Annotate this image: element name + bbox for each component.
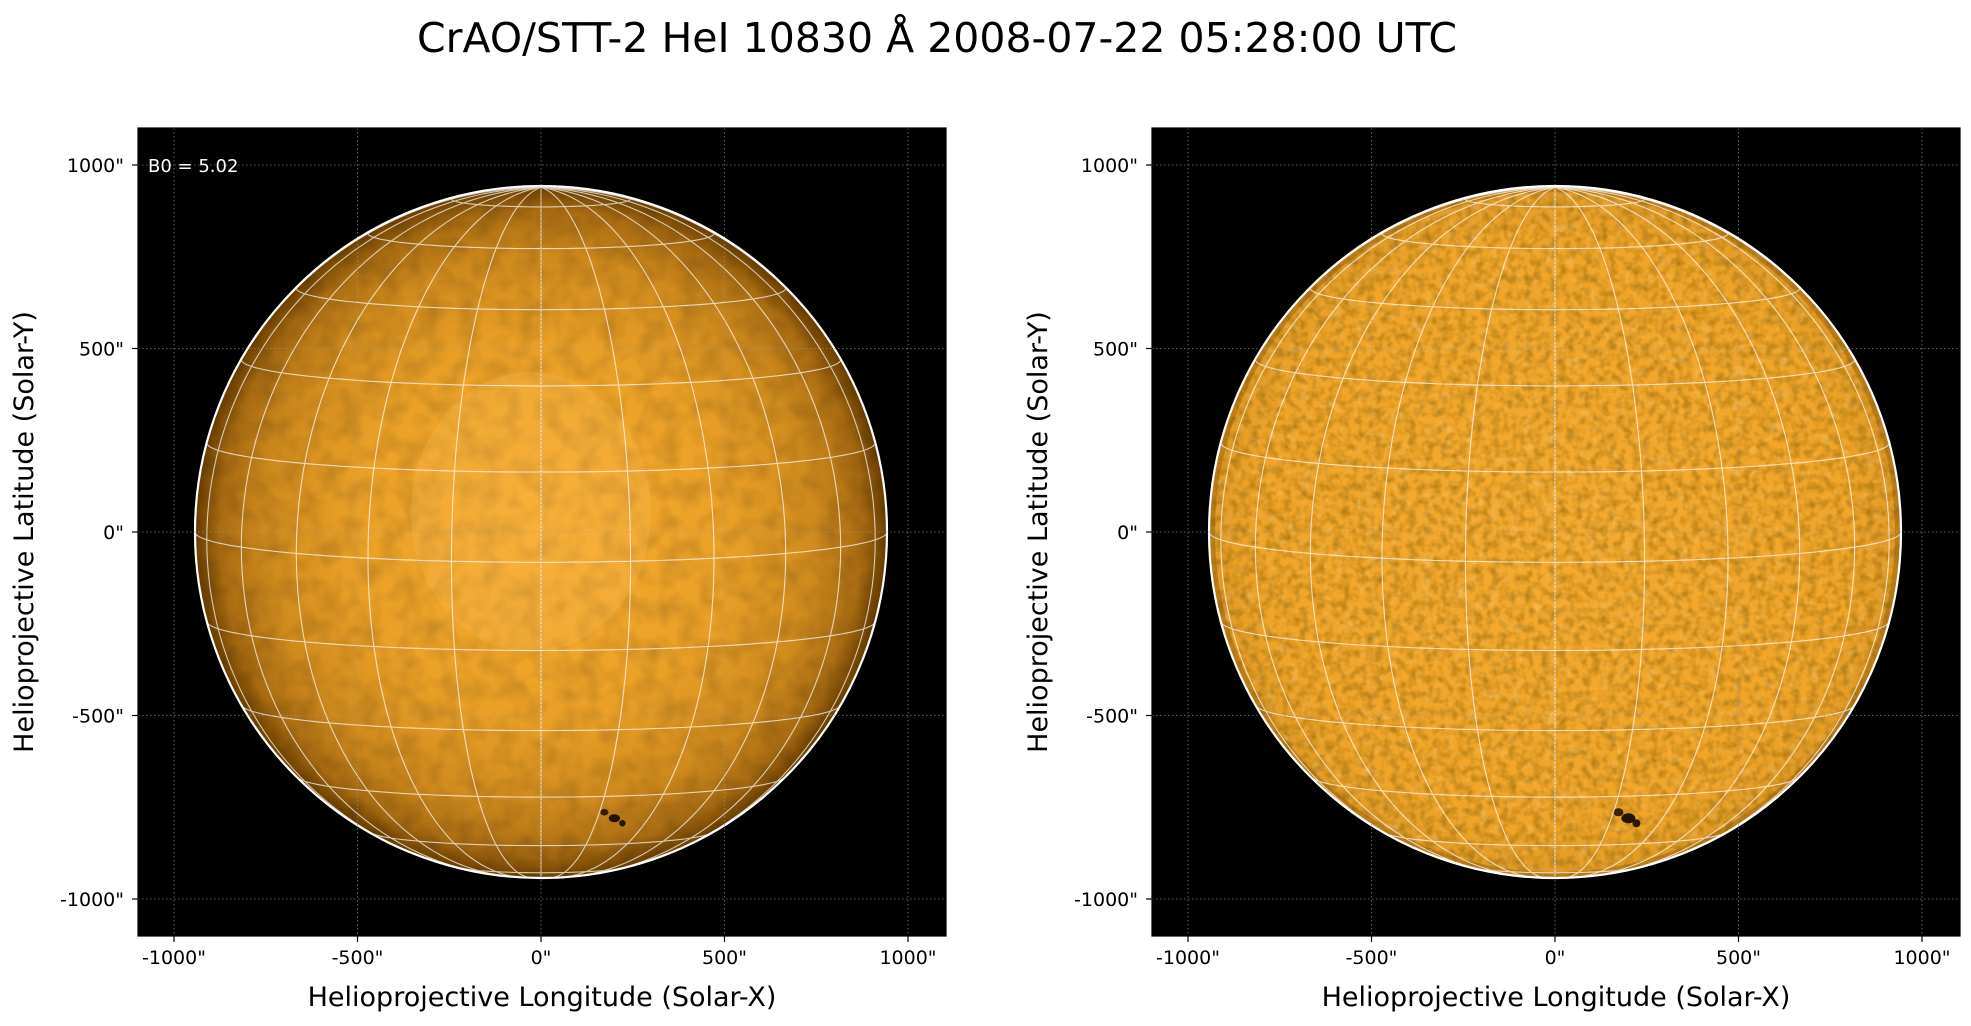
grid-meridian — [1309, 186, 1556, 877]
grid-meridian — [1554, 186, 1890, 860]
x-axis-label: Helioprojective Longitude (Solar-X) — [308, 982, 777, 1013]
y-tick-label: 1000" — [67, 155, 124, 177]
grid-meridian — [1554, 186, 1729, 879]
grid-meridian — [1554, 186, 1646, 879]
grid-meridian — [540, 186, 632, 879]
x-tick-label: -500" — [332, 947, 384, 969]
sunspot — [1613, 808, 1641, 828]
grid-meridian — [540, 186, 842, 875]
y-axis-label: Helioprojective Latitude (Solar-Y) — [1023, 311, 1054, 753]
x-tick-label: 500" — [1716, 947, 1761, 969]
right-panel: -1000" 1000" -500" 500" 0" 0" 500" -500" 1000" -1… — [1023, 127, 1961, 1013]
coordinate-gridlines — [138, 128, 946, 936]
grid-meridian — [295, 186, 542, 877]
y-tick-label: 0" — [1117, 522, 1138, 544]
x-axis-label: Helioprojective Longitude (Solar-X) — [1322, 982, 1791, 1013]
y-tick-label: 1000" — [1081, 155, 1138, 177]
y-tick-label: -1000" — [1074, 889, 1138, 911]
x-tick-label: -1000" — [142, 947, 206, 969]
axes-frame — [137, 127, 947, 937]
y-axis-label: Helioprojective Latitude (Solar-Y) — [9, 311, 40, 753]
coordinate-gridlines — [1152, 128, 1960, 936]
grid-meridian — [240, 186, 542, 875]
y-tick-label: 500" — [1093, 339, 1138, 361]
y-tick-label: 500" — [79, 339, 124, 361]
x-tick-label: 500" — [702, 947, 747, 969]
x-tick-label: 0" — [531, 947, 552, 969]
y-tick-label: -500" — [1086, 706, 1138, 728]
grid-meridian — [1554, 186, 1856, 875]
grid-meridian — [367, 186, 542, 879]
grid-meridian — [1554, 186, 1801, 877]
grid-meridian — [540, 186, 876, 860]
grid-meridian — [1464, 186, 1556, 879]
sunspot — [600, 809, 626, 827]
axes-frame — [1151, 127, 1961, 937]
x-tick-label: -1000" — [1156, 947, 1220, 969]
grid-meridian — [1254, 186, 1556, 875]
b0-annotation: B0 = 5.02 — [148, 156, 238, 177]
grid-meridian — [206, 186, 542, 860]
x-tick-label: 1000" — [1893, 947, 1950, 969]
x-tick-label: 1000" — [879, 947, 936, 969]
x-tick-label: -500" — [1346, 947, 1398, 969]
y-tick-label: -1000" — [60, 889, 124, 911]
grid-meridian — [1381, 186, 1556, 879]
left-panel: -1000" 1000" -500" 500" 0" 0" 500" -500" 1000" -1… — [9, 127, 947, 1013]
grid-meridian — [540, 186, 715, 879]
y-tick-label: -500" — [72, 706, 124, 728]
grid-meridian — [540, 186, 787, 877]
y-tick-label: 0" — [103, 522, 124, 544]
grid-meridian — [1220, 186, 1556, 860]
x-tick-label: 0" — [1545, 947, 1566, 969]
grid-meridian — [450, 186, 542, 879]
figure-title: CrAO/STT-2 HeI 10830 Å 2008-07-22 05:28:… — [417, 14, 1457, 62]
disk-bright-region — [411, 372, 651, 652]
